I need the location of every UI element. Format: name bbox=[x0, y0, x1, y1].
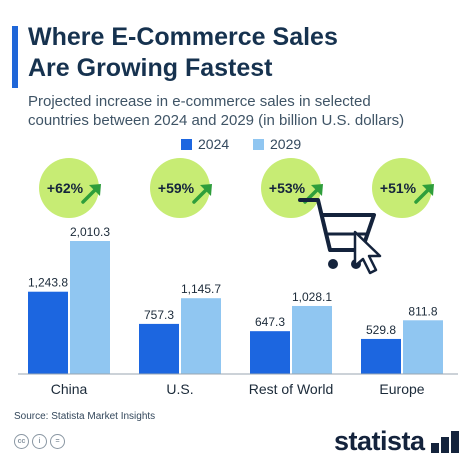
shopping-cart-icon bbox=[298, 198, 382, 275]
attribution-icon[interactable]: i bbox=[32, 434, 47, 449]
bar-china-2029 bbox=[70, 241, 110, 374]
title-line-2: Are Growing Fastest bbox=[28, 54, 273, 82]
page-title: Where E-Commerce Sales Are Growing Faste… bbox=[28, 22, 458, 84]
cart-body bbox=[298, 198, 376, 252]
legend-label-2024: 2024 bbox=[198, 136, 230, 152]
legend-item-2029: 2029 bbox=[253, 136, 301, 152]
data-label-rest-of-world-2024: 647.3 bbox=[255, 315, 285, 329]
no-derivatives-icon[interactable]: = bbox=[50, 434, 65, 449]
brand-name: statista bbox=[334, 426, 425, 456]
growth-label: +62% bbox=[47, 180, 84, 196]
bar-group-china: 1,243.8 2,010.3 China bbox=[28, 225, 110, 397]
bar-rest-of-world-2029 bbox=[292, 305, 332, 374]
bar-europe-2029 bbox=[403, 320, 443, 374]
arrow-head-icon bbox=[422, 184, 434, 196]
category-label-u-s: U.S. bbox=[166, 381, 193, 397]
data-label-u-s-2029: 1,145.7 bbox=[181, 282, 221, 296]
license-icons: cc i = bbox=[14, 434, 65, 449]
growth-badge-china: +62% bbox=[39, 158, 101, 218]
arrow-head-icon bbox=[89, 184, 101, 196]
bar-rest-of-world-2024 bbox=[250, 331, 290, 374]
growth-badge-europe: +51% bbox=[372, 158, 434, 218]
bar-u-s-2029 bbox=[181, 298, 221, 374]
data-label-europe-2029: 811.8 bbox=[408, 304, 437, 318]
category-label-rest-of-world: Rest of World bbox=[249, 381, 334, 397]
bar-u-s-2024 bbox=[139, 323, 179, 374]
data-label-china-2029: 2,010.3 bbox=[70, 225, 110, 239]
arrow-head-icon bbox=[200, 184, 212, 196]
bar-group-u-s: 757.3 1,145.7 U.S. bbox=[139, 282, 221, 397]
data-label-u-s-2024: 757.3 bbox=[144, 308, 174, 322]
category-label-europe: Europe bbox=[379, 381, 424, 397]
growth-label: +53% bbox=[269, 180, 306, 196]
bar-group-europe: 529.8 811.8 Europe bbox=[361, 304, 443, 397]
legend-swatch-2024 bbox=[181, 138, 192, 150]
bar-china-2024 bbox=[28, 291, 68, 374]
category-label-china: China bbox=[51, 381, 88, 397]
arrow-head-icon bbox=[311, 184, 323, 196]
accent-bar bbox=[12, 26, 18, 88]
legend-swatch-2029 bbox=[253, 138, 264, 150]
data-label-china-2024: 1,243.8 bbox=[28, 276, 68, 290]
subtitle-line-2: countries between 2024 and 2029 (in bill… bbox=[28, 112, 405, 129]
brand-mark-icon bbox=[430, 430, 459, 453]
title-line-1: Where E-Commerce Sales bbox=[28, 23, 338, 51]
page-subtitle: Projected increase in e-commerce sales i… bbox=[28, 92, 468, 130]
growth-label: +51% bbox=[380, 180, 417, 196]
bar-europe-2024 bbox=[361, 338, 401, 374]
subtitle-line-1: Projected increase in e-commerce sales i… bbox=[28, 93, 371, 110]
source-note: Source: Statista Market Insights bbox=[14, 411, 156, 422]
legend-item-2024: 2024 bbox=[181, 136, 229, 152]
cursor-arrow-icon bbox=[353, 230, 382, 275]
growth-badge-u-s: +59% bbox=[150, 158, 212, 218]
creative-commons-icon[interactable]: cc bbox=[14, 434, 29, 449]
data-label-rest-of-world-2029: 1,028.1 bbox=[292, 290, 332, 304]
growth-label: +59% bbox=[158, 180, 195, 196]
data-label-europe-2024: 529.8 bbox=[366, 323, 396, 337]
cart-wheel bbox=[328, 259, 338, 269]
bar-group-rest-of-world: 647.3 1,028.1 Rest of World bbox=[249, 290, 334, 397]
legend-label-2029: 2029 bbox=[270, 136, 302, 152]
chart-legend: 2024 2029 bbox=[0, 136, 474, 154]
growth-badge-rest-of-world: +53% bbox=[261, 158, 323, 218]
brand-logo[interactable]: statista bbox=[334, 426, 459, 457]
